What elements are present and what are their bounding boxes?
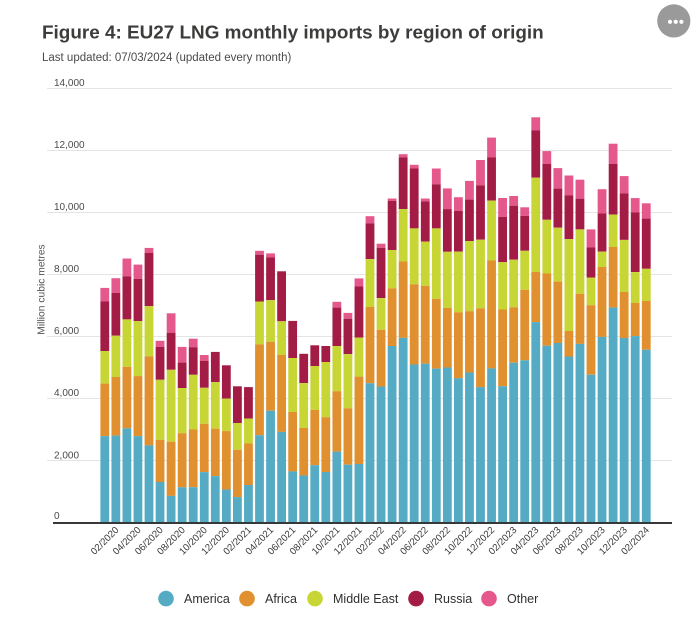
svg-text:America: America <box>184 592 230 606</box>
svg-text:6,000: 6,000 <box>54 326 79 337</box>
svg-text:Other: Other <box>507 592 538 606</box>
svg-text:Middle East: Middle East <box>333 592 399 606</box>
svg-text:Million cubic metres: Million cubic metres <box>37 244 48 334</box>
svg-text:12,000: 12,000 <box>54 140 85 151</box>
svg-text:Last updated: 07/03/2024 (upda: Last updated: 07/03/2024 (updated every … <box>42 52 292 64</box>
svg-text:8,000: 8,000 <box>54 264 79 275</box>
svg-text:Russia: Russia <box>434 592 472 606</box>
svg-text:0: 0 <box>54 511 60 522</box>
svg-text:Figure 4: EU27 LNG monthly imp: Figure 4: EU27 LNG monthly imports by re… <box>42 23 544 44</box>
svg-text:Africa: Africa <box>265 592 297 606</box>
svg-text:4,000: 4,000 <box>54 388 79 399</box>
svg-text:14,000: 14,000 <box>54 78 85 89</box>
svg-text:2,000: 2,000 <box>54 450 79 461</box>
svg-text:10,000: 10,000 <box>54 202 85 213</box>
